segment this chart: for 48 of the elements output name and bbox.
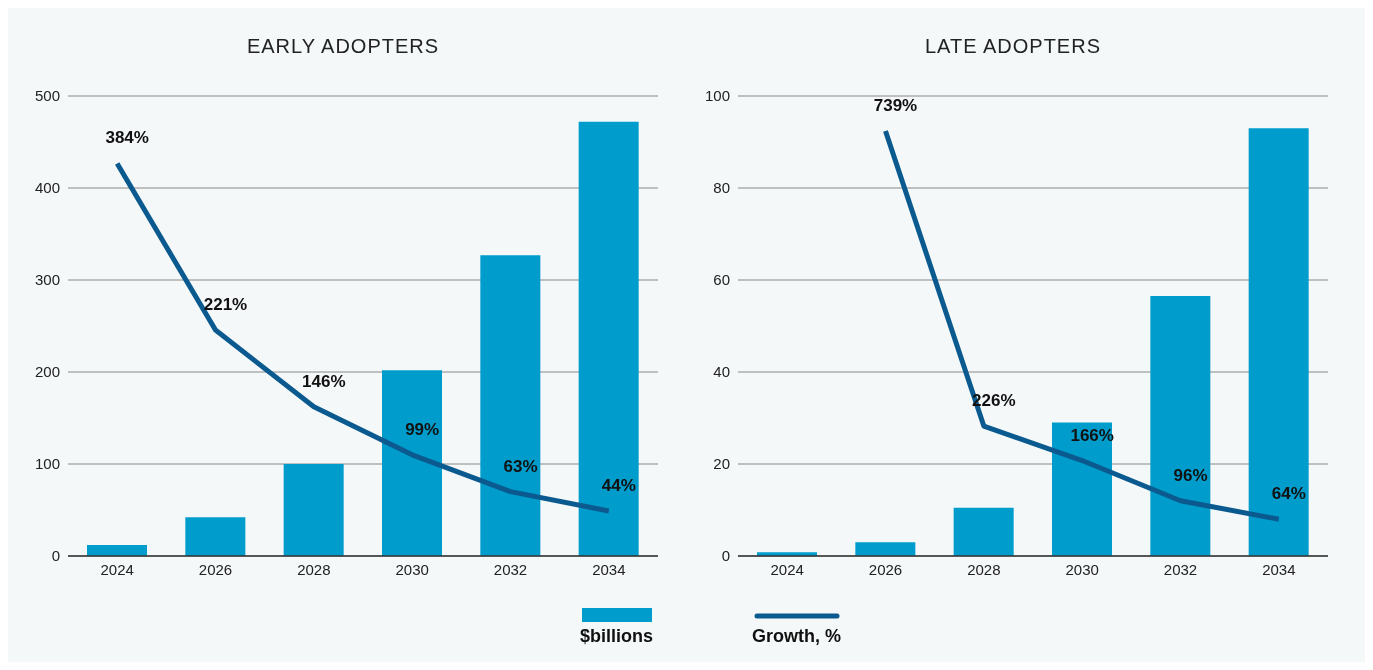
x-tick-label: 2032 xyxy=(493,560,528,578)
x-tick-label: 2028 xyxy=(297,560,331,578)
bar xyxy=(1052,422,1112,556)
y-tick-label: 200 xyxy=(34,363,60,381)
y-tick-label: 400 xyxy=(34,179,60,197)
data-label: 63% xyxy=(503,456,538,476)
x-tick-label: 2024 xyxy=(770,560,804,578)
data-label: 146% xyxy=(302,371,346,391)
data-label: 384% xyxy=(105,128,149,148)
x-tick-label: 2034 xyxy=(592,560,626,578)
bar xyxy=(578,121,639,556)
y-tick-label: 0 xyxy=(51,547,60,565)
x-tick-label: 2028 xyxy=(967,560,1001,578)
bar xyxy=(953,507,1014,556)
x-tick-label: 2032 xyxy=(1163,560,1198,578)
bar xyxy=(1150,296,1211,556)
x-tick-label: 2026 xyxy=(868,560,903,578)
bar xyxy=(185,517,246,556)
chart-title: EARLY ADOPTERS xyxy=(245,34,441,59)
x-tick-label: 2024 xyxy=(100,560,134,578)
x-tick-label: 2030 xyxy=(395,560,429,578)
data-label: 64% xyxy=(1271,484,1306,504)
data-label: 44% xyxy=(601,476,636,496)
y-tick-label: 80 xyxy=(713,179,730,197)
bar xyxy=(1248,128,1309,556)
y-tick-label: 0 xyxy=(721,547,730,565)
data-label: 739% xyxy=(873,96,918,116)
bar xyxy=(382,370,442,556)
y-tick-label: 100 xyxy=(704,87,730,105)
data-label: 99% xyxy=(405,419,440,439)
bar xyxy=(283,464,344,556)
x-tick-label: 2034 xyxy=(1262,560,1296,578)
y-tick-label: 40 xyxy=(713,363,730,381)
chart-title: LATE ADOPTERS xyxy=(924,34,1102,59)
y-tick-label: 300 xyxy=(34,271,60,289)
y-tick-label: 500 xyxy=(34,87,60,105)
y-tick-label: 100 xyxy=(34,455,60,473)
y-tick-label: 60 xyxy=(713,271,730,289)
legend-label: Growth, % xyxy=(752,626,841,647)
data-label: 96% xyxy=(1173,465,1208,485)
data-label: 221% xyxy=(203,295,248,315)
bar xyxy=(87,544,147,556)
x-tick-label: 2030 xyxy=(1065,560,1099,578)
x-tick-label: 2026 xyxy=(198,560,233,578)
bar xyxy=(855,542,916,556)
legend-label: $billions xyxy=(579,626,653,647)
bar xyxy=(480,255,541,556)
y-tick-label: 20 xyxy=(713,455,730,473)
